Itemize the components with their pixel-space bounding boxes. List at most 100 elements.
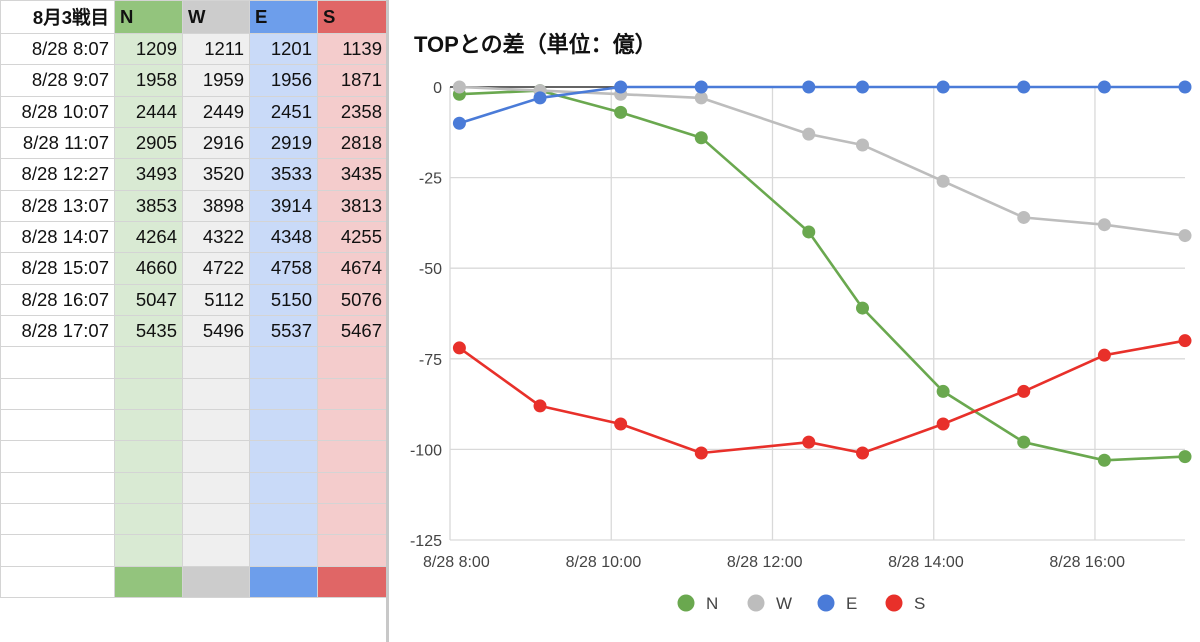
- data-point-s[interactable]: [1178, 334, 1192, 348]
- empty-cell[interactable]: [317, 346, 388, 379]
- value-cell-w[interactable]: 5112: [182, 283, 250, 316]
- empty-cell[interactable]: [114, 408, 183, 442]
- data-point-w[interactable]: [1097, 218, 1111, 232]
- data-point-w[interactable]: [1178, 229, 1192, 243]
- value-cell-w[interactable]: 1959: [182, 64, 250, 97]
- time-cell[interactable]: 8/28 11:07: [0, 126, 115, 160]
- value-cell-s[interactable]: 4255: [317, 220, 388, 254]
- empty-cell[interactable]: [0, 565, 115, 598]
- value-cell-w[interactable]: 4722: [182, 252, 250, 285]
- data-point-e[interactable]: [1178, 80, 1192, 94]
- time-cell[interactable]: 8/28 15:07: [0, 252, 115, 285]
- data-point-s[interactable]: [533, 399, 547, 413]
- value-cell-s[interactable]: 1871: [317, 64, 388, 97]
- data-point-s[interactable]: [936, 417, 950, 431]
- data-point-s[interactable]: [694, 446, 708, 460]
- data-point-e[interactable]: [856, 80, 870, 94]
- value-cell-s[interactable]: 1139: [317, 32, 388, 66]
- empty-cell[interactable]: [317, 534, 388, 567]
- value-cell-e[interactable]: 4758: [249, 252, 318, 285]
- data-point-w[interactable]: [936, 174, 950, 188]
- value-cell-n[interactable]: 3853: [114, 189, 183, 222]
- empty-cell[interactable]: [249, 471, 318, 504]
- empty-cell[interactable]: [0, 534, 115, 567]
- time-cell[interactable]: 8/28 13:07: [0, 189, 115, 222]
- data-point-n[interactable]: [1017, 435, 1031, 449]
- value-cell-s[interactable]: 4674: [317, 252, 388, 285]
- empty-cell[interactable]: [182, 471, 250, 504]
- empty-cell[interactable]: [114, 534, 183, 567]
- data-point-e[interactable]: [936, 80, 950, 94]
- data-point-s[interactable]: [802, 435, 816, 449]
- legend-item-w[interactable]: W: [747, 594, 793, 613]
- empty-cell[interactable]: [114, 565, 183, 598]
- data-point-s[interactable]: [614, 417, 628, 431]
- value-cell-e[interactable]: 1201: [249, 32, 318, 66]
- value-cell-w[interactable]: 2916: [182, 126, 250, 160]
- data-point-e[interactable]: [614, 80, 628, 94]
- header-s[interactable]: S: [317, 0, 388, 34]
- value-cell-n[interactable]: 5047: [114, 283, 183, 316]
- empty-cell[interactable]: [249, 408, 318, 442]
- header-label[interactable]: 8月3戦目: [0, 0, 115, 34]
- time-cell[interactable]: 8/28 14:07: [0, 220, 115, 254]
- empty-cell[interactable]: [0, 502, 115, 536]
- frozen-column-divider[interactable]: [386, 0, 389, 642]
- empty-cell[interactable]: [317, 471, 388, 504]
- empty-cell[interactable]: [114, 377, 183, 410]
- data-point-n[interactable]: [936, 384, 950, 398]
- value-cell-s[interactable]: 2358: [317, 95, 388, 128]
- time-cell[interactable]: 8/28 17:07: [0, 314, 115, 348]
- value-cell-w[interactable]: 4322: [182, 220, 250, 254]
- data-point-w[interactable]: [802, 127, 816, 141]
- empty-cell[interactable]: [249, 565, 318, 598]
- value-cell-n[interactable]: 1958: [114, 64, 183, 97]
- empty-cell[interactable]: [317, 502, 388, 536]
- empty-cell[interactable]: [182, 377, 250, 410]
- empty-cell[interactable]: [317, 565, 388, 598]
- empty-cell[interactable]: [182, 408, 250, 442]
- value-cell-w[interactable]: 3520: [182, 158, 250, 191]
- empty-cell[interactable]: [182, 502, 250, 536]
- empty-cell[interactable]: [182, 440, 250, 473]
- value-cell-e[interactable]: 5537: [249, 314, 318, 348]
- data-point-w[interactable]: [694, 91, 708, 105]
- legend-item-s[interactable]: S: [885, 594, 926, 613]
- value-cell-n[interactable]: 1209: [114, 32, 183, 66]
- header-n[interactable]: N: [114, 0, 183, 34]
- data-point-e[interactable]: [694, 80, 708, 94]
- data-point-w[interactable]: [452, 80, 466, 94]
- value-cell-e[interactable]: 5150: [249, 283, 318, 316]
- value-cell-e[interactable]: 2919: [249, 126, 318, 160]
- empty-cell[interactable]: [182, 565, 250, 598]
- value-cell-w[interactable]: 3898: [182, 189, 250, 222]
- value-cell-n[interactable]: 3493: [114, 158, 183, 191]
- value-cell-e[interactable]: 3533: [249, 158, 318, 191]
- empty-cell[interactable]: [114, 471, 183, 504]
- empty-cell[interactable]: [249, 534, 318, 567]
- empty-cell[interactable]: [182, 346, 250, 379]
- empty-cell[interactable]: [249, 346, 318, 379]
- empty-cell[interactable]: [249, 440, 318, 473]
- data-point-w[interactable]: [856, 138, 870, 152]
- value-cell-e[interactable]: 3914: [249, 189, 318, 222]
- data-point-w[interactable]: [1017, 210, 1031, 224]
- time-cell[interactable]: 8/28 12:27: [0, 158, 115, 191]
- empty-cell[interactable]: [114, 440, 183, 473]
- data-point-n[interactable]: [856, 301, 870, 315]
- value-cell-n[interactable]: 5435: [114, 314, 183, 348]
- empty-cell[interactable]: [114, 346, 183, 379]
- empty-cell[interactable]: [182, 534, 250, 567]
- time-cell[interactable]: 8/28 10:07: [0, 95, 115, 128]
- time-cell[interactable]: 8/28 16:07: [0, 283, 115, 316]
- empty-cell[interactable]: [0, 440, 115, 473]
- data-point-s[interactable]: [1097, 348, 1111, 362]
- value-cell-n[interactable]: 4660: [114, 252, 183, 285]
- data-point-e[interactable]: [452, 116, 466, 130]
- legend-item-e[interactable]: E: [817, 594, 858, 613]
- value-cell-s[interactable]: 5467: [317, 314, 388, 348]
- legend-item-n[interactable]: N: [677, 594, 719, 613]
- time-cell[interactable]: 8/28 9:07: [0, 64, 115, 97]
- empty-cell[interactable]: [317, 440, 388, 473]
